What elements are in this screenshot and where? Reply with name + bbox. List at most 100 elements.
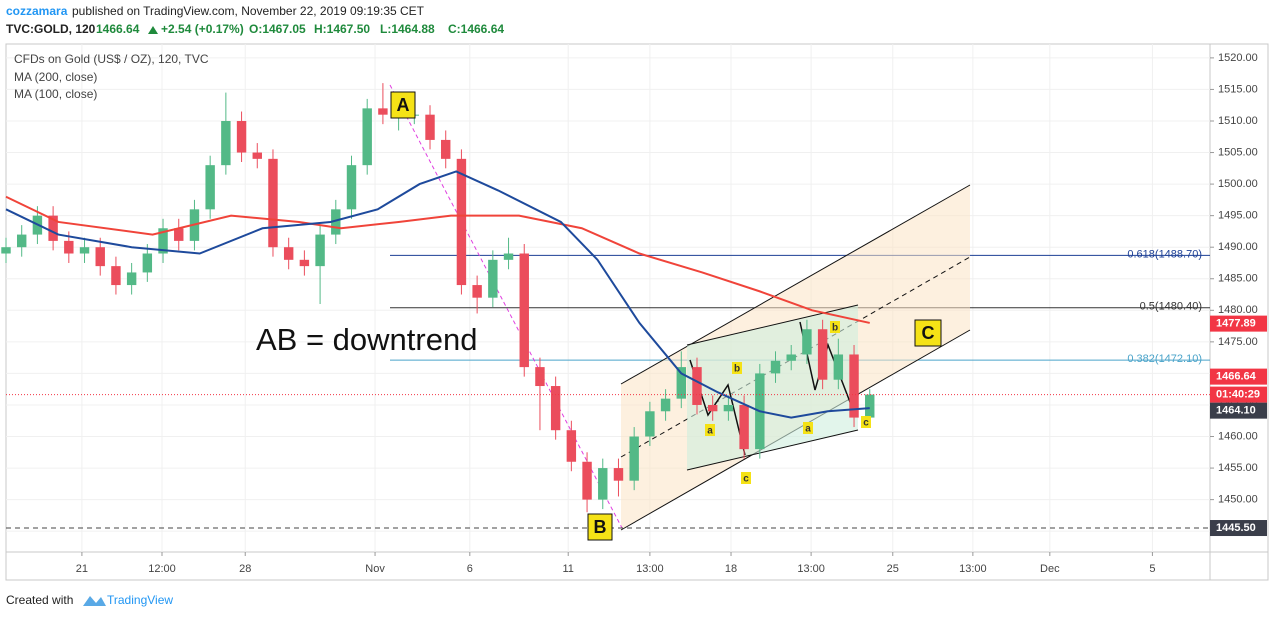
moving-average — [5, 195, 870, 324]
change: +2.54 (+0.17%) — [161, 22, 244, 36]
y-tick-label: 1500.00 — [1218, 178, 1258, 190]
footer-brand[interactable]: TradingView — [107, 593, 173, 607]
price-badge-label: 1464.10 — [1216, 405, 1256, 417]
inner-channel-fill — [687, 305, 858, 470]
y-tick-label: 1450.00 — [1218, 494, 1258, 506]
label-box — [914, 319, 942, 347]
wave-label: a — [707, 426, 713, 437]
wave-label: b — [832, 323, 838, 334]
legend-entry: MA (200, close) — [14, 70, 97, 84]
ab-line — [389, 84, 623, 529]
price-badge — [1210, 520, 1267, 537]
ohlc-low: L:1464.88 — [380, 22, 435, 36]
candle-body — [660, 398, 671, 412]
up-arrow — [148, 26, 158, 34]
candle-body — [95, 247, 105, 267]
candle-body — [865, 394, 875, 418]
candle-body — [786, 354, 796, 361]
candle-body — [472, 285, 482, 298]
fib-label: 0.382(1472.10) — [1127, 353, 1202, 365]
wave-box — [732, 362, 742, 374]
countdown-badge — [1210, 386, 1267, 403]
price-badge — [1210, 368, 1267, 385]
y-tick-label: 1490.00 — [1218, 241, 1258, 253]
candle-body — [519, 253, 529, 368]
wave-label: c — [863, 418, 869, 429]
published: published on TradingView.com, November 2… — [72, 4, 425, 18]
x-tick-label: Dec — [1040, 563, 1060, 575]
candle-body — [503, 253, 514, 260]
candle-body — [456, 158, 467, 286]
candle-body — [676, 367, 686, 399]
y-tick-label: 1505.00 — [1218, 146, 1258, 158]
brand-logo — [83, 596, 106, 606]
wave-label: c — [743, 474, 749, 485]
footer-created: Created with — [6, 593, 73, 607]
candle-body — [16, 234, 27, 248]
candle-body — [221, 120, 231, 166]
x-tick-label: 18 — [725, 563, 737, 575]
label-box — [390, 91, 416, 119]
candle-body — [441, 139, 451, 159]
candle-body — [833, 354, 844, 380]
candle-body — [723, 404, 734, 412]
candle-body — [315, 234, 325, 267]
x-tick-label: 13:00 — [636, 563, 664, 575]
ohlc-high: H:1467.50 — [314, 22, 370, 36]
wave-box — [861, 416, 871, 428]
x-tick-label: 25 — [887, 563, 899, 575]
legend-entry: MA (100, close) — [14, 87, 97, 101]
price-badge-label: 1445.50 — [1216, 522, 1256, 534]
author[interactable]: cozzamara — [6, 4, 68, 18]
wave-box — [830, 321, 840, 333]
ohlc-open: O:1467.05 — [249, 22, 306, 36]
candle-body — [346, 165, 357, 210]
candle-body — [378, 108, 388, 115]
candle-body — [613, 468, 624, 481]
point-a: A — [397, 95, 410, 115]
candle-body — [48, 215, 58, 241]
inner-channel-bottom — [686, 429, 859, 471]
downtrend-note: AB = downtrend — [256, 322, 477, 357]
wave-label: b — [734, 364, 740, 375]
x-tick-label: 28 — [239, 563, 251, 575]
candle-body — [425, 114, 435, 140]
candle-body — [126, 272, 137, 286]
candle-body — [550, 386, 561, 431]
annotations: A B C AB = downtrend a b c a b c — [256, 91, 942, 541]
candle-body — [79, 247, 90, 254]
candle-body — [488, 259, 498, 298]
x-tick-label: 13:00 — [959, 563, 987, 575]
candle-body — [252, 152, 262, 159]
y-tick-label: 1510.00 — [1218, 115, 1258, 127]
candle-body — [692, 367, 702, 405]
price-badge — [1210, 315, 1267, 332]
y-tick-label: 1475.00 — [1218, 336, 1258, 348]
y-tick-label: 1515.00 — [1218, 83, 1258, 95]
x-tick-label: 13:00 — [797, 563, 825, 575]
y-tick-label: 1485.00 — [1218, 273, 1258, 285]
candle-body — [582, 461, 592, 500]
fib-label: 0.618(1488.70) — [1127, 248, 1202, 260]
candle-body — [849, 354, 859, 418]
candle-body — [817, 329, 828, 380]
countdown-label: 01:40:29 — [1216, 389, 1260, 401]
symbol: TVC:GOLD, 120 — [6, 22, 96, 36]
candle-body — [645, 411, 655, 437]
x-tick-label: 11 — [563, 563, 574, 575]
candle-body — [205, 165, 215, 210]
price-badge-label: 1466.64 — [1216, 371, 1257, 383]
moving-average — [5, 170, 870, 419]
y-tick-label: 1455.00 — [1218, 462, 1258, 474]
candle-body — [331, 209, 341, 235]
candle-body — [739, 404, 749, 450]
candle-body — [283, 247, 294, 260]
candle-body — [770, 360, 781, 374]
marks: 1477.89 1466.64 01:40:29 1464.10 1445.50 — [1, 83, 1267, 537]
y-tick-label: 1520.00 — [1218, 52, 1258, 64]
candle-body — [111, 266, 121, 286]
point-b: B — [594, 517, 607, 537]
candle-body — [598, 468, 608, 500]
y-tick-label: 1460.00 — [1218, 430, 1258, 442]
